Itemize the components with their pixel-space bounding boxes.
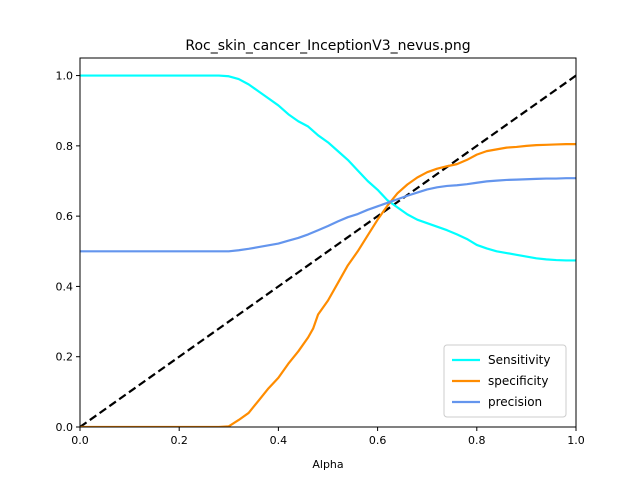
x-tick-label: 1.0: [567, 434, 585, 447]
chart-title: Roc_skin_cancer_InceptionV3_nevus.png: [185, 38, 470, 54]
series-group: [80, 74, 576, 427]
x-tick-label: 0.4: [270, 434, 288, 447]
y-tick-label: 0.0: [56, 421, 74, 434]
legend: Sensitivity specificity precision: [443, 344, 567, 418]
legend-label-precision: precision: [488, 395, 542, 409]
series-line-specificity: [80, 143, 576, 427]
x-tick-label: 0.2: [170, 434, 188, 447]
x-tick-label: 0.8: [468, 434, 486, 447]
y-tick-label: 0.2: [56, 351, 74, 364]
x-tick-label: 0.0: [71, 434, 89, 447]
reference-diagonal-line: [80, 74, 576, 427]
series-line-precision: [80, 177, 576, 253]
y-tick-label: 0.6: [56, 210, 74, 223]
x-axis-label: Alpha: [312, 458, 343, 471]
y-tick-label: 0.8: [56, 140, 74, 153]
plot-area: [80, 74, 576, 427]
legend-box: [443, 344, 567, 418]
x-tick-label: 0.6: [369, 434, 387, 447]
series-line-sensitivity: [80, 74, 576, 262]
legend-label-sensitivity: Sensitivity: [488, 353, 550, 367]
y-tick-label: 0.4: [56, 280, 74, 293]
axes-frame: [79, 57, 577, 428]
legend-label-specificity: specificity: [488, 374, 548, 388]
axes: 0.0 0.2 0.4 0.6 0.8 1.0 0.0 0.2 0.4 0.6 0.8 1.0: [56, 57, 585, 447]
y-tick-label: 1.0: [56, 70, 74, 83]
